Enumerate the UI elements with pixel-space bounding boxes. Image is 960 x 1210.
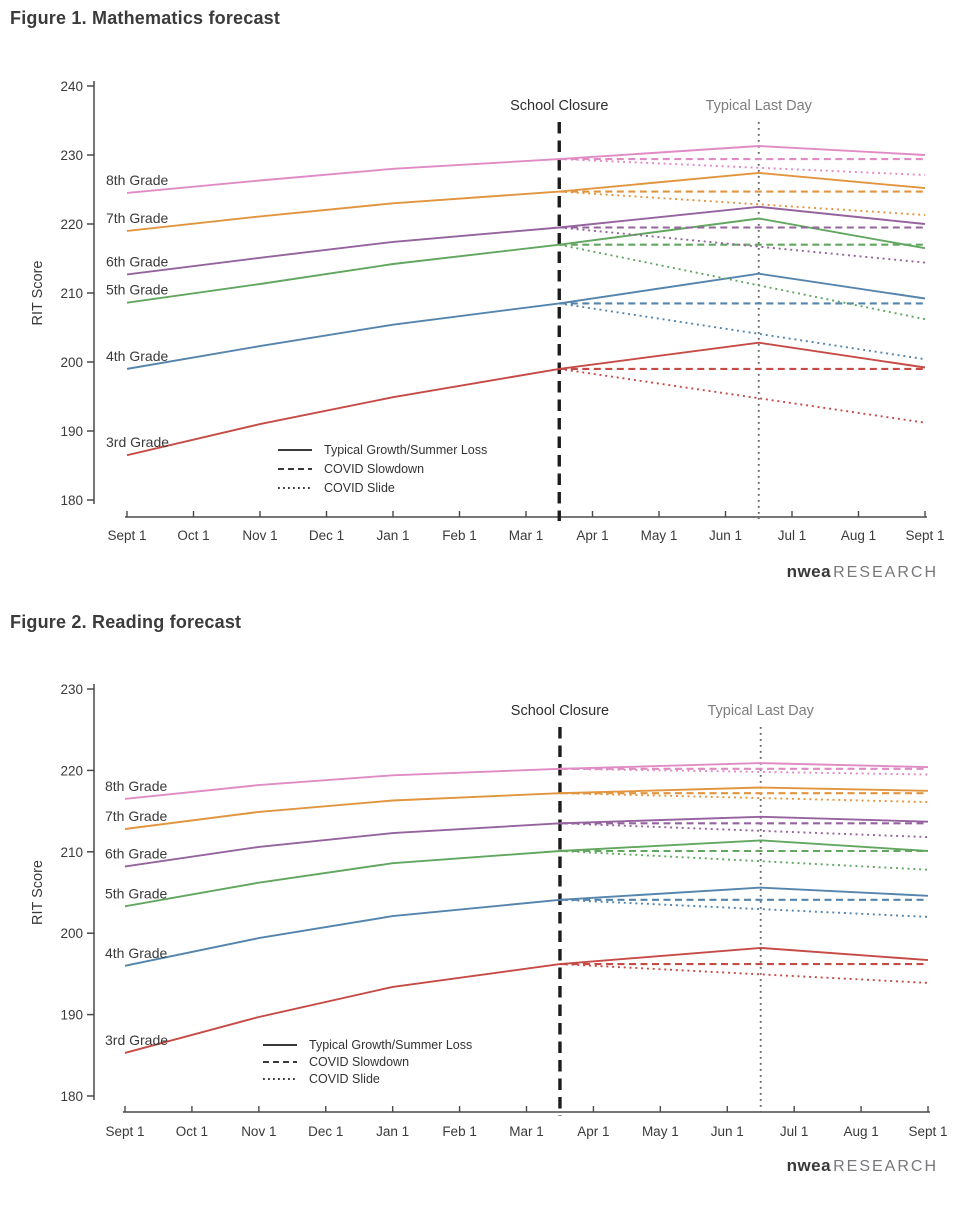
line-4th-grade-typical [126, 272, 926, 370]
typical-last-day-label: Typical Last Day [708, 703, 815, 719]
x-tick-label: Jun 1 [711, 1124, 744, 1139]
legend-label-typical-growth-summer-loss: Typical Growth/Summer Loss [324, 443, 487, 457]
line-4th-grade-covid-slide [559, 898, 929, 918]
line-3rd-grade-typical [124, 946, 929, 1054]
x-tick-label: Mar 1 [509, 1124, 544, 1139]
y-axis-label: RIT Score [30, 260, 46, 325]
series-label-6th-grade: 6th Grade [106, 253, 168, 269]
nwea-wordmark: nwea [786, 1156, 832, 1175]
x-tick-label: Sept 1 [908, 1124, 947, 1139]
legend-label-covid-slowdown: COVID Slowdown [309, 1055, 409, 1069]
y-tick-label: 190 [60, 424, 83, 439]
figure-2-title: Figure 2. Reading forecast [10, 612, 242, 632]
research-wordmark: RESEARCH [833, 1158, 938, 1175]
series-label-5th-grade: 5th Grade [106, 282, 168, 298]
x-tick-label: Sept 1 [107, 528, 146, 543]
nwea-research-logo: nwea RESEARCH [787, 1156, 938, 1176]
x-tick-label: Dec 1 [308, 1124, 343, 1139]
series-label-3rd-grade: 3rd Grade [106, 434, 169, 450]
mathematics-forecast-chart: 180 190 200 210 220 230 240 RIT Score Sept 1 Oct … [30, 79, 945, 543]
x-tick-label: Oct 1 [176, 1124, 208, 1139]
school-closure-label: School Closure [511, 703, 609, 719]
x-tick-label: Aug 1 [841, 528, 876, 543]
series-label-8th-grade: 8th Grade [106, 172, 168, 188]
line-5th-grade-covid-slide [559, 243, 926, 321]
line-5th-grade-typical [124, 839, 929, 908]
line-7th-grade-covid-slide [559, 190, 926, 216]
x-tick-label: Jun 1 [709, 528, 742, 543]
series-label-8th-grade: 8th Grade [105, 778, 167, 794]
series-label-3rd-grade: 3rd Grade [105, 1032, 168, 1048]
x-tick-label: Sept 1 [905, 528, 944, 543]
y-tick-label: 190 [60, 1008, 83, 1023]
reading-forecast-chart: 180 190 200 210 220 230 RIT Score Sept 1 Oct 1 No… [30, 682, 948, 1139]
x-tick-label: Jan 1 [376, 528, 409, 543]
series-label-7th-grade: 7th Grade [106, 210, 168, 226]
figure-1-title: Figure 1. Mathematics forecast [10, 8, 281, 28]
legend-label-typical-growth-summer-loss: Typical Growth/Summer Loss [309, 1038, 472, 1052]
y-axis-label: RIT Score [30, 860, 46, 925]
y-tick-label: 230 [60, 682, 83, 697]
x-tick-label: Apr 1 [576, 528, 608, 543]
x-tick-label: May 1 [642, 1124, 679, 1139]
line-3rd-grade-typical [126, 341, 926, 457]
x-tick-label: Oct 1 [177, 528, 209, 543]
legend-label-covid-slide: COVID Slide [309, 1072, 380, 1086]
x-tick-label: May 1 [641, 528, 678, 543]
line-7th-grade-covid-slide [559, 792, 929, 804]
y-tick-label: 180 [60, 1089, 83, 1104]
series-label-7th-grade: 7th Grade [105, 808, 167, 824]
school-closure-label: School Closure [510, 98, 608, 114]
line-7th-grade-typical [124, 786, 929, 830]
y-tick-label: 200 [60, 926, 83, 941]
y-tick-label: 200 [60, 355, 83, 370]
line-8th-grade-typical [126, 145, 926, 194]
x-tick-label: Jul 1 [778, 528, 807, 543]
legend-label-covid-slide: COVID Slide [324, 481, 395, 495]
line-7th-grade-typical [126, 171, 926, 232]
line-3rd-grade-covid-slide [559, 963, 929, 984]
y-tick-label: 210 [60, 286, 83, 301]
x-tick-label: Nov 1 [242, 528, 277, 543]
y-tick-label: 240 [60, 79, 83, 94]
line-8th-grade-covid-slide [559, 158, 926, 176]
nwea-research-logo: nwea RESEARCH [787, 562, 938, 582]
nwea-wordmark: nwea [786, 562, 832, 581]
line-6th-grade-typical [124, 815, 929, 868]
line-6th-grade-typical [126, 205, 926, 276]
series-label-4th-grade: 4th Grade [105, 945, 167, 961]
x-tick-label: Mar 1 [509, 528, 544, 543]
line-4th-grade-covid-slide [559, 302, 926, 361]
y-tick-label: 220 [60, 217, 83, 232]
x-tick-label: Feb 1 [442, 1124, 477, 1139]
y-tick-label: 180 [60, 493, 83, 508]
x-tick-label: Dec 1 [309, 528, 344, 543]
series-label-5th-grade: 5th Grade [105, 885, 167, 901]
x-tick-label: Jan 1 [376, 1124, 409, 1139]
y-tick-label: 220 [60, 763, 83, 778]
line-5th-grade-typical [126, 217, 926, 304]
research-wordmark: RESEARCH [833, 564, 938, 581]
typical-last-day-label: Typical Last Day [706, 98, 813, 114]
x-tick-label: Nov 1 [241, 1124, 276, 1139]
legend-label-covid-slowdown: COVID Slowdown [324, 462, 424, 476]
line-4th-grade-typical [124, 886, 929, 967]
series-label-6th-grade: 6th Grade [105, 845, 167, 861]
series-label-4th-grade: 4th Grade [106, 348, 168, 364]
x-tick-label: Feb 1 [442, 528, 477, 543]
line-5th-grade-covid-slide [559, 850, 929, 871]
line-3rd-grade-covid-slide [559, 367, 926, 424]
x-tick-label: Jul 1 [780, 1124, 809, 1139]
x-tick-label: Sept 1 [105, 1124, 144, 1139]
line-6th-grade-covid-slide [559, 822, 929, 839]
x-tick-label: Apr 1 [577, 1124, 609, 1139]
y-tick-label: 230 [60, 148, 83, 163]
line-8th-grade-typical [124, 762, 929, 800]
x-tick-label: Aug 1 [843, 1124, 878, 1139]
y-tick-label: 210 [60, 845, 83, 860]
